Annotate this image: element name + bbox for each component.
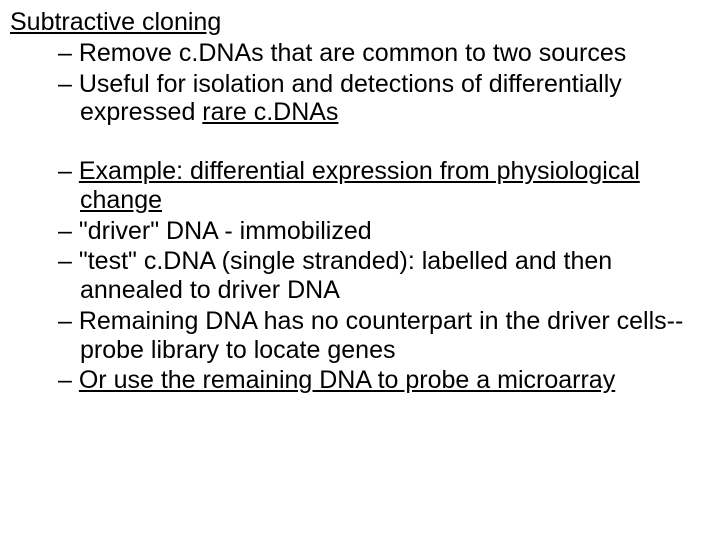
bullet-dash: – [58,366,79,394]
underline-microarray: Or use the remaining DNA to probe a micr… [79,366,615,394]
bullet-example: – Example: differential expression from … [10,157,710,215]
bullet-useful-isolation: – Useful for isolation and detections of… [10,70,710,128]
slide-title: Subtractive cloning [10,8,710,37]
bullet-text: – Useful for isolation and detections of… [58,70,622,127]
bullet-driver-dna: – "driver" DNA - immobilized [10,217,710,246]
bullet-or-microarray: – Or use the remaining DNA to probe a mi… [10,366,710,395]
bullet-dash: – [58,157,79,185]
bullet-remove-cdnas: – Remove c.DNAs that are common to two s… [10,39,710,68]
slide: Subtractive cloning – Remove c.DNAs that… [0,0,720,540]
spacer [10,129,710,157]
bullet-remaining-dna: – Remaining DNA has no counterpart in th… [10,307,710,365]
bullet-test-cdna: – "test" c.DNA (single stranded): labell… [10,247,710,305]
underline-example: Example: differential expression from ph… [79,157,640,214]
underline-rare-cdnas: rare c.DNAs [202,98,338,126]
